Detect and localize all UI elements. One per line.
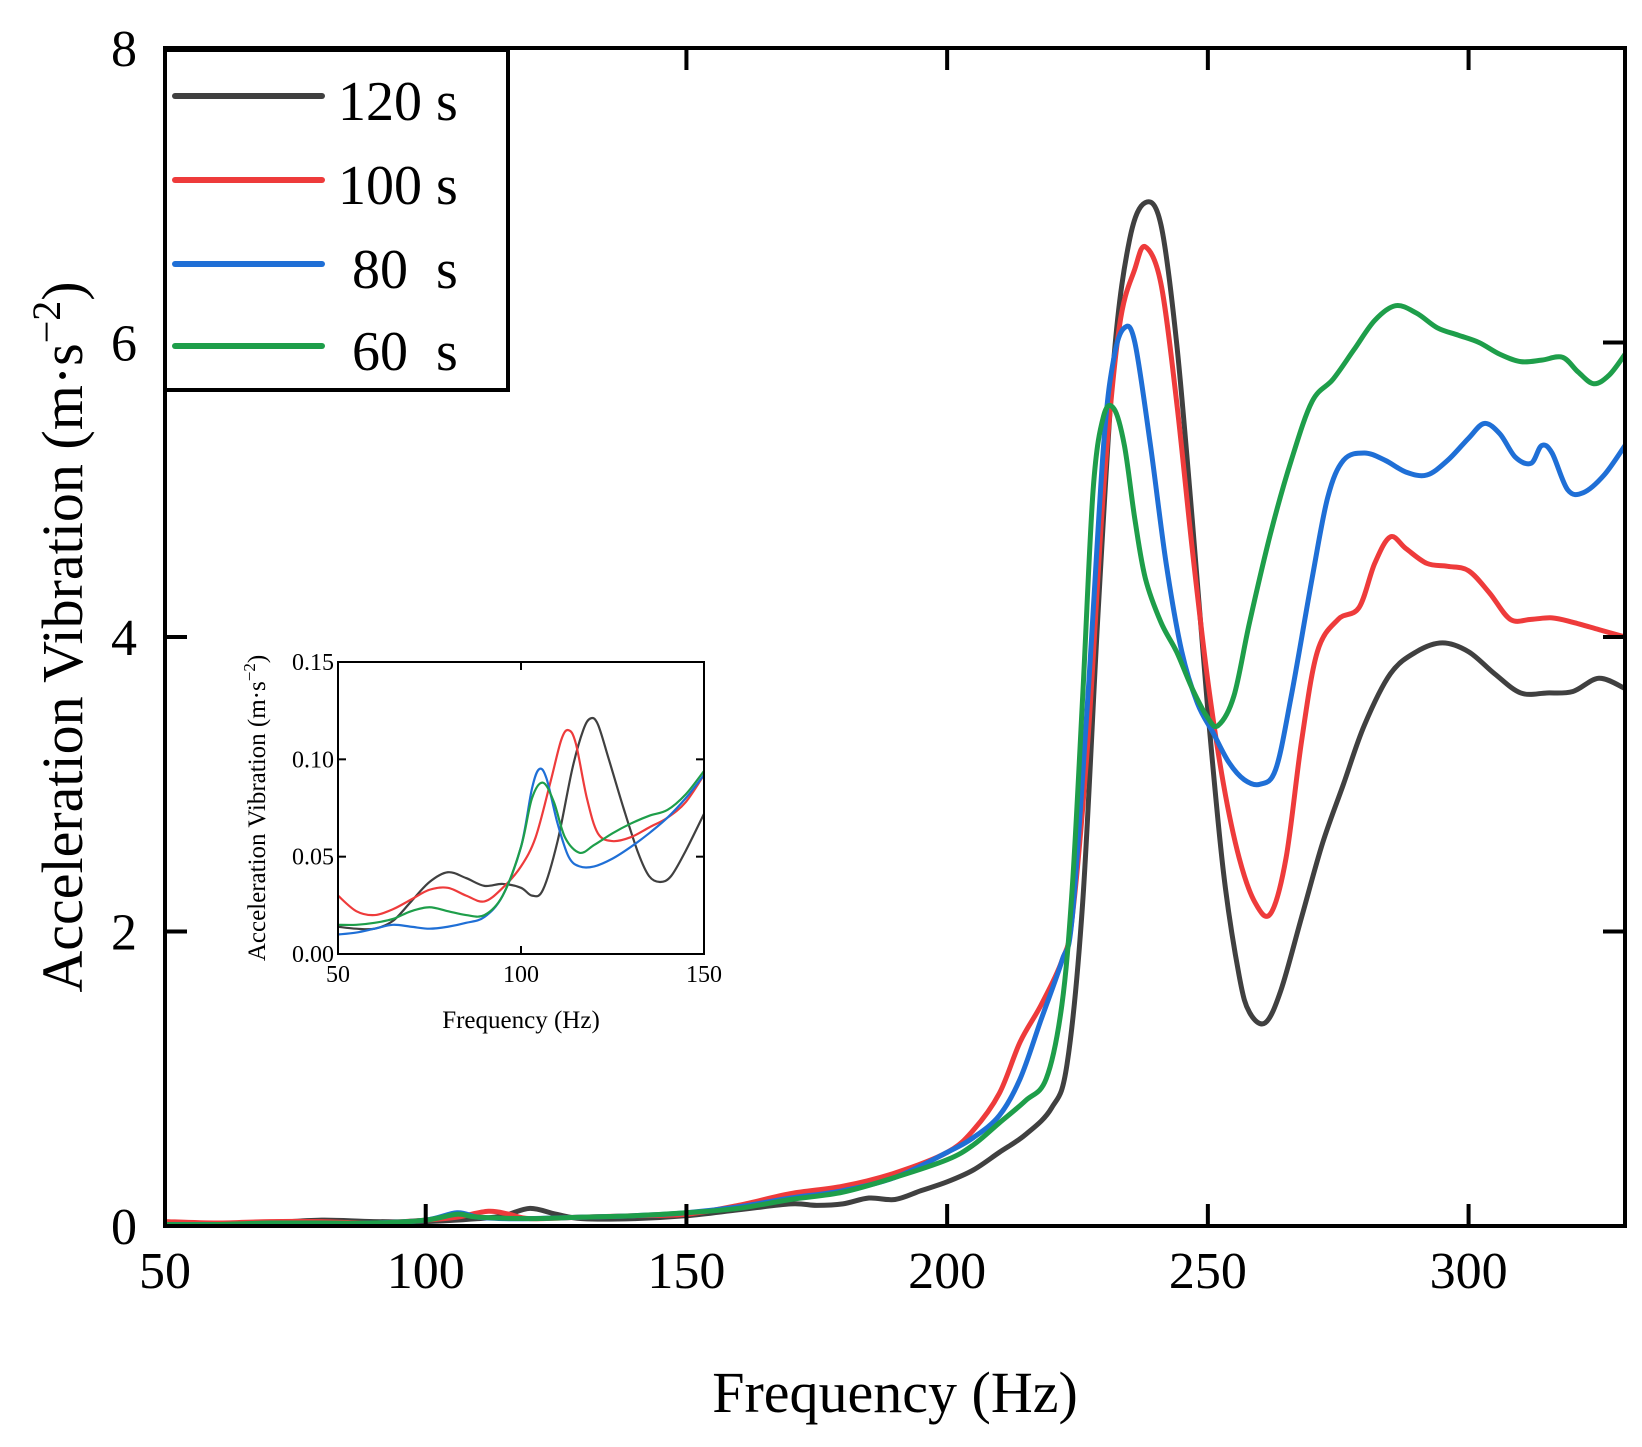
inset-series-line-100s — [338, 728, 704, 917]
legend: 120 s 100 s 80 s 60 s — [163, 48, 510, 392]
main-x-axis-title: Frequency (Hz) — [712, 1360, 1078, 1425]
inset-series-line-80s — [338, 767, 704, 936]
main-x-tick-label-100: 100 — [387, 1243, 465, 1300]
legend-box — [163, 48, 510, 392]
main-x-tick-label-200: 200 — [908, 1243, 986, 1300]
main-series-group — [165, 199, 1625, 1226]
inset-series-group — [338, 716, 704, 936]
main-x-tick-label-150: 150 — [647, 1243, 725, 1300]
inset-x-tick-label-50: 50 — [326, 962, 350, 988]
inset-y-tick-label-0.05: 0.05 — [292, 845, 334, 871]
main-x-tick-label-300: 300 — [1430, 1243, 1508, 1300]
main-y-tick-label-6: 6 — [111, 316, 137, 373]
legend-label-80s: 80 s — [338, 239, 458, 301]
main-series-line-60s — [165, 303, 1625, 1226]
main-y-tick-label-2: 2 — [111, 905, 137, 962]
main-y-tick-label-4: 4 — [111, 610, 137, 667]
legend-label-60s: 60 s — [338, 321, 458, 383]
inset-x-axis-title: Frequency (Hz) — [442, 1007, 600, 1034]
main-x-tick-label-50: 50 — [139, 1243, 191, 1300]
main-y-tick-label-8: 8 — [111, 21, 137, 78]
main-y-tick-label-0: 0 — [111, 1199, 137, 1256]
main-y-axis-title-close: ) — [30, 281, 95, 300]
main-y-axis-title-text: Acceleration Vibration (m·s — [30, 343, 95, 992]
inset-y-tick-label-0: 0.00 — [292, 942, 334, 968]
legend-label-100s: 100 s — [338, 155, 458, 217]
legend-label-120s: 120 s — [338, 71, 458, 133]
inset-series-line-60s — [338, 769, 704, 927]
inset-y-axis-title-text: Acceleration Vibration (m·s — [244, 681, 271, 961]
main-ticks: 50 100 150 200 250 300 0 2 4 6 8 — [111, 21, 1625, 1300]
main-y-axis-title-sup: −2 — [24, 301, 69, 344]
inset-y-tick-label-0.1: 0.10 — [292, 747, 334, 773]
inset-y-tick-label-0.15: 0.15 — [292, 650, 334, 676]
inset-x-tick-label-150: 150 — [686, 962, 722, 988]
inset-x-tick-label-100: 100 — [503, 962, 539, 988]
main-x-tick-label-250: 250 — [1169, 1243, 1247, 1300]
inset-y-axis-title-close: ) — [244, 655, 271, 663]
main-y-axis-title: Acceleration Vibration (m·s−2) — [24, 281, 95, 992]
inset-y-axis-title: Acceleration Vibration (m·s−2) — [240, 655, 271, 961]
main-plot: 50 100 150 200 250 300 0 2 4 6 8 Frequency (Hz) Ac… — [24, 21, 1627, 1425]
inset-y-axis-title-sup: −2 — [240, 663, 259, 681]
inset-ticks: 50 100 150 0.00 0.05 0.10 0.15 — [292, 650, 722, 988]
